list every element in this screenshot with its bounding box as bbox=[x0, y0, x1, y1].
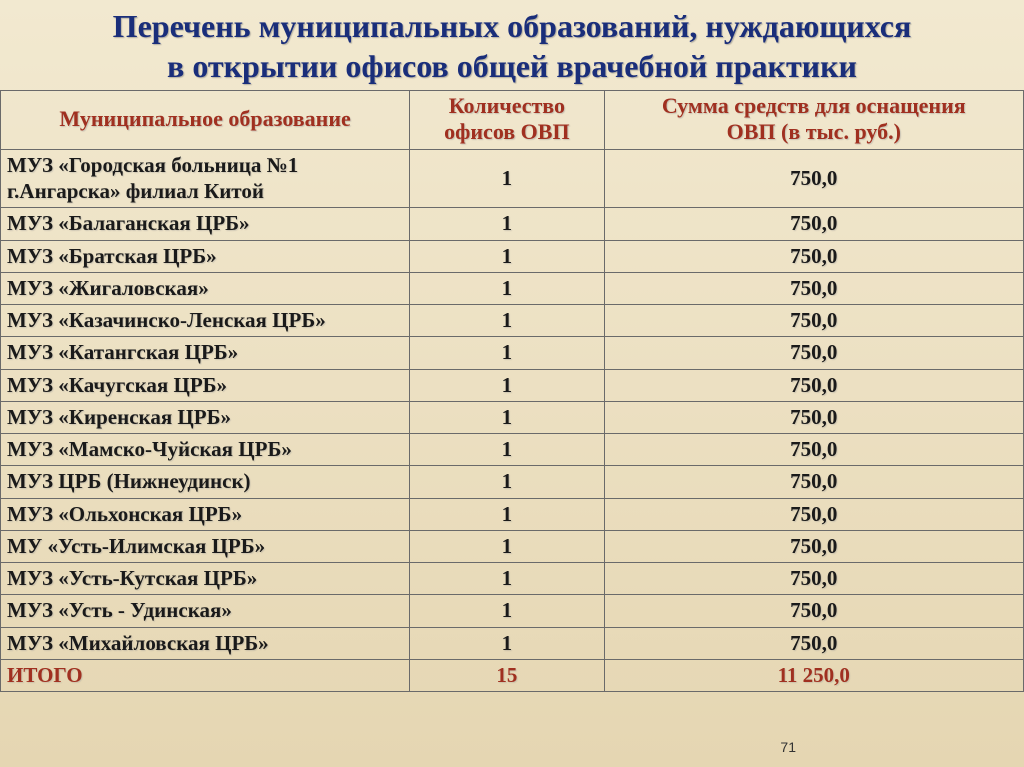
cell-name: МУЗ «Казачинско-Ленская ЦРБ» bbox=[1, 305, 410, 337]
table-row: МУ «Усть-Илимская ЦРБ»1750,0 bbox=[1, 530, 1024, 562]
cell-name: МУЗ «Катангская ЦРБ» bbox=[1, 337, 410, 369]
col-header-count-l2: офисов ОВП bbox=[444, 119, 569, 144]
cell-count: 1 bbox=[410, 149, 604, 208]
title-line2: в открытии офисов общей врачебной практи… bbox=[167, 48, 857, 84]
cell-name: МУЗ «Городская больница №1 г.Ангарска» ф… bbox=[1, 149, 410, 208]
cell-count: 1 bbox=[410, 563, 604, 595]
table-row: МУЗ «Михайловская ЦРБ»1750,0 bbox=[1, 627, 1024, 659]
col-header-count-l1: Количество bbox=[449, 93, 565, 118]
municipalities-table: Муниципальное образование Количество офи… bbox=[0, 90, 1024, 692]
table-row: МУЗ «Усть-Кутская ЦРБ»1750,0 bbox=[1, 563, 1024, 595]
cell-name: МУЗ «Братская ЦРБ» bbox=[1, 240, 410, 272]
cell-count: 1 bbox=[410, 305, 604, 337]
table-row: МУЗ «Киренская ЦРБ»1750,0 bbox=[1, 401, 1024, 433]
cell-name: МУЗ «Жигаловская» bbox=[1, 272, 410, 304]
cell-sum: 750,0 bbox=[604, 240, 1023, 272]
table-row: МУЗ «Братская ЦРБ»1750,0 bbox=[1, 240, 1024, 272]
table-row: МУЗ «Балаганская ЦРБ»1750,0 bbox=[1, 208, 1024, 240]
cell-sum: 750,0 bbox=[604, 595, 1023, 627]
table-row: МУЗ «Усть - Удинская»1750,0 bbox=[1, 595, 1024, 627]
table-row: МУЗ «Казачинско-Ленская ЦРБ»1750,0 bbox=[1, 305, 1024, 337]
cell-sum: 750,0 bbox=[604, 272, 1023, 304]
cell-name: МУЗ «Мамско-Чуйская ЦРБ» bbox=[1, 434, 410, 466]
table-row: МУЗ «Городская больница №1 г.Ангарска» ф… bbox=[1, 149, 1024, 208]
table-header-row: Муниципальное образование Количество офи… bbox=[1, 91, 1024, 150]
cell-count: 1 bbox=[410, 369, 604, 401]
cell-sum: 750,0 bbox=[604, 563, 1023, 595]
table-row: МУЗ ЦРБ (Нижнеудинск)1750,0 bbox=[1, 466, 1024, 498]
cell-count: 1 bbox=[410, 466, 604, 498]
cell-sum: 750,0 bbox=[604, 401, 1023, 433]
cell-count: 1 bbox=[410, 595, 604, 627]
cell-name: МУЗ «Михайловская ЦРБ» bbox=[1, 627, 410, 659]
cell-sum: 750,0 bbox=[604, 498, 1023, 530]
cell-count: 1 bbox=[410, 434, 604, 466]
total-name: ИТОГО bbox=[1, 659, 410, 691]
cell-name: МУЗ «Ольхонская ЦРБ» bbox=[1, 498, 410, 530]
col-header-count: Количество офисов ОВП bbox=[410, 91, 604, 150]
col-header-name: Муниципальное образование bbox=[1, 91, 410, 150]
cell-name: МУЗ «Усть - Удинская» bbox=[1, 595, 410, 627]
title-line1: Перечень муниципальных образований, нужд… bbox=[113, 8, 912, 44]
col-header-sum-l2: ОВП (в тыс. руб.) bbox=[727, 119, 901, 144]
cell-sum: 750,0 bbox=[604, 208, 1023, 240]
cell-count: 1 bbox=[410, 498, 604, 530]
table-row: МУЗ «Жигаловская»1750,0 bbox=[1, 272, 1024, 304]
cell-sum: 750,0 bbox=[604, 627, 1023, 659]
cell-count: 1 bbox=[410, 627, 604, 659]
cell-count: 1 bbox=[410, 272, 604, 304]
cell-name: МУЗ «Качугская ЦРБ» bbox=[1, 369, 410, 401]
cell-sum: 750,0 bbox=[604, 305, 1023, 337]
table-row: МУЗ «Качугская ЦРБ»1750,0 bbox=[1, 369, 1024, 401]
total-count: 15 bbox=[410, 659, 604, 691]
total-sum: 11 250,0 bbox=[604, 659, 1023, 691]
cell-sum: 750,0 bbox=[604, 369, 1023, 401]
table-row: МУЗ «Ольхонская ЦРБ»1750,0 bbox=[1, 498, 1024, 530]
cell-sum: 750,0 bbox=[604, 466, 1023, 498]
cell-sum: 750,0 bbox=[604, 149, 1023, 208]
cell-name: МУЗ ЦРБ (Нижнеудинск) bbox=[1, 466, 410, 498]
table-total-row: ИТОГО1511 250,0 bbox=[1, 659, 1024, 691]
page-title: Перечень муниципальных образований, нужд… bbox=[0, 0, 1024, 90]
cell-count: 1 bbox=[410, 530, 604, 562]
page-number: 71 bbox=[780, 739, 796, 755]
cell-name: МУЗ «Киренская ЦРБ» bbox=[1, 401, 410, 433]
cell-count: 1 bbox=[410, 401, 604, 433]
col-header-sum: Сумма средств для оснащения ОВП (в тыс. … bbox=[604, 91, 1023, 150]
cell-name: МУЗ «Усть-Кутская ЦРБ» bbox=[1, 563, 410, 595]
cell-count: 1 bbox=[410, 337, 604, 369]
cell-sum: 750,0 bbox=[604, 337, 1023, 369]
table-row: МУЗ «Катангская ЦРБ»1750,0 bbox=[1, 337, 1024, 369]
cell-count: 1 bbox=[410, 240, 604, 272]
cell-sum: 750,0 bbox=[604, 434, 1023, 466]
cell-sum: 750,0 bbox=[604, 530, 1023, 562]
cell-count: 1 bbox=[410, 208, 604, 240]
table-row: МУЗ «Мамско-Чуйская ЦРБ»1750,0 bbox=[1, 434, 1024, 466]
cell-name: МУЗ «Балаганская ЦРБ» bbox=[1, 208, 410, 240]
cell-name: МУ «Усть-Илимская ЦРБ» bbox=[1, 530, 410, 562]
col-header-sum-l1: Сумма средств для оснащения bbox=[662, 93, 966, 118]
